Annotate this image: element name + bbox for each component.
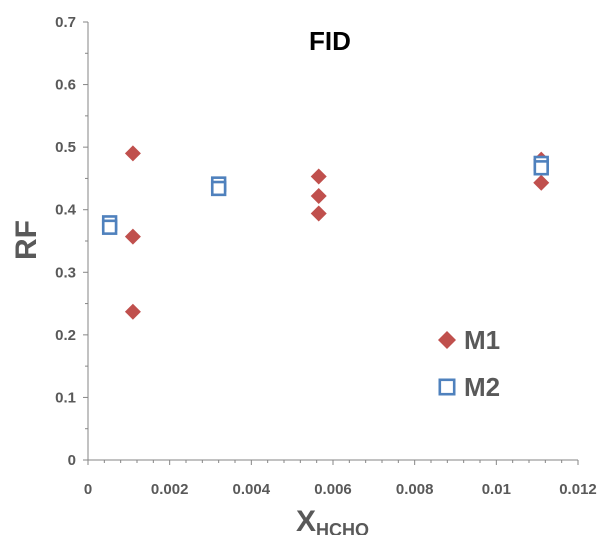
x-axis: 0 0.002 0.004 0.006 0.008 0.01 0.012 <box>84 459 597 498</box>
y-tick-label: 0 <box>68 452 76 469</box>
x-tick-label: 0.012 <box>559 481 597 498</box>
x-axis-label-main: X <box>296 505 316 535</box>
m2-point <box>210 180 227 197</box>
y-tick-label: 0.4 <box>55 202 77 219</box>
m2-point <box>101 219 118 235</box>
x-axis-label-subscript: HCHO <box>316 520 369 535</box>
m1-point <box>124 145 141 162</box>
m2-point <box>533 160 549 176</box>
x-tick-label: 0.01 <box>482 481 511 498</box>
legend-marker-m2 <box>438 378 456 396</box>
legend-marker-m1 <box>438 331 456 349</box>
legend: M1 M2 <box>438 325 500 402</box>
x-tick-label: 0.004 <box>233 481 271 498</box>
y-axis-label: RF <box>10 220 43 260</box>
y-tick-label: 0.1 <box>55 389 76 406</box>
x-tick-label: 0 <box>84 481 92 498</box>
y-tick-label: 0.5 <box>55 139 76 156</box>
m1-point <box>310 205 327 222</box>
m1-point <box>124 228 141 245</box>
x-tick-label: 0.008 <box>396 481 434 498</box>
y-tick-label: 0.6 <box>55 77 76 94</box>
x-axis-label: XHCHO <box>296 505 369 535</box>
m1-point <box>310 187 327 204</box>
x-tick-label: 0.002 <box>151 481 189 498</box>
y-axis: 0 0.1 0.2 0.3 0.4 0.5 0.6 0.7 <box>55 14 89 469</box>
data-points <box>101 145 550 320</box>
y-tick-label: 0.7 <box>55 14 76 31</box>
legend-label-m2: M2 <box>464 372 500 402</box>
x-tick-label: 0.006 <box>314 481 352 498</box>
chart-title: FID <box>309 26 351 56</box>
m1-point <box>310 168 327 185</box>
m1-point <box>124 303 141 320</box>
y-tick-label: 0.2 <box>55 327 76 344</box>
legend-label-m1: M1 <box>464 325 500 355</box>
y-tick-label: 0.3 <box>55 264 76 281</box>
m1-point <box>533 174 550 191</box>
